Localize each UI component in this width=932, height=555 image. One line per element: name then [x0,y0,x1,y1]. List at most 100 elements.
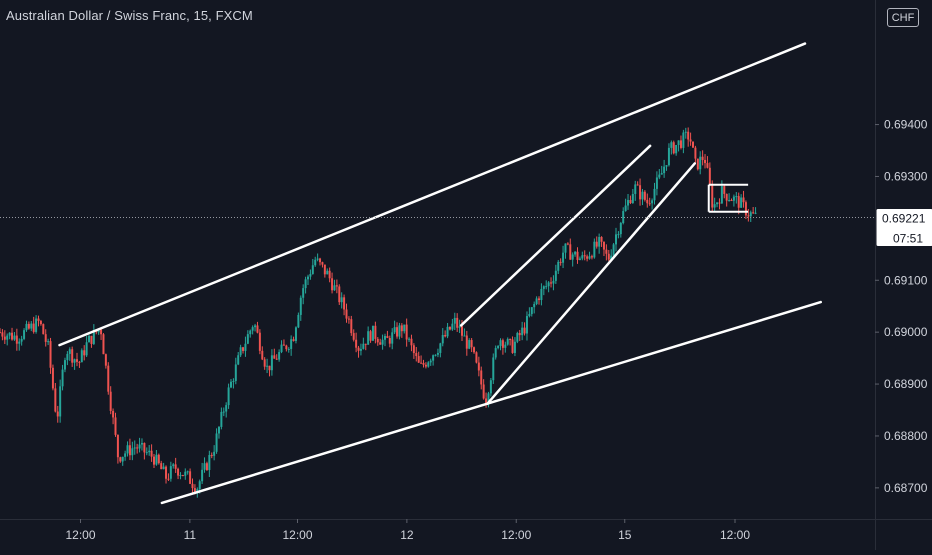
candle-body [201,469,204,482]
candle-body [480,370,483,385]
candle-body [593,241,596,258]
candle-body [316,258,319,260]
candle-body [167,478,170,480]
candle-body [391,332,394,344]
candle-body [114,417,117,435]
candle-body [249,330,252,335]
candle-body [427,362,430,367]
candle-body [155,454,158,465]
currency-button[interactable]: CHF [887,8,919,27]
candle-body [220,411,223,427]
candle-body [364,343,367,345]
trend-line [58,42,807,347]
candle-body [121,456,124,462]
candle-body [136,447,139,449]
candle-body [530,307,533,315]
candle-body [237,355,240,365]
candle-body [499,340,502,346]
candle-body [44,334,47,342]
candle-body [56,411,59,417]
candle-body [294,327,297,341]
candle-body [742,197,745,203]
candle-body [205,463,208,471]
candle-body [0,332,1,334]
candle-body [379,342,382,345]
candle-body [169,466,172,479]
candle-body [386,336,389,338]
y-tick-label: 0.69300 [884,169,928,183]
candle-body [90,335,93,344]
candle-body [605,249,608,254]
candle-body [653,188,656,201]
candle-body [429,360,432,363]
candle-body [280,344,283,353]
candle-body [639,185,642,200]
candle-body [254,325,257,328]
candle-body [131,448,134,456]
candle-body [571,254,574,260]
candle-body [140,442,143,445]
candle-body [54,388,57,412]
candle-body [210,455,213,457]
candle-body [482,384,485,399]
y-tick-label: 0.68800 [884,429,928,443]
candle-body [617,234,620,236]
candle-body [667,147,670,166]
candle-body [569,244,572,260]
candle-body [590,256,593,258]
candle-body [400,325,403,332]
candle-body [576,251,579,260]
candle-body [193,488,196,493]
candle-body [83,350,86,356]
candle-body [232,380,235,382]
candle-body [562,252,565,263]
candle-body [740,197,743,208]
candle-body [287,348,290,350]
candle-body [542,286,545,289]
candle-body [699,156,702,170]
candle-body [398,325,401,337]
candle-body [735,196,738,198]
candle-body [456,317,459,328]
x-tick-label: 11 [184,528,197,542]
y-tick-label: 0.69100 [884,273,928,287]
candle-body [307,276,309,280]
candle-body [285,345,288,350]
candle-body [355,339,358,348]
candle-body [196,489,199,493]
candle-body [71,349,74,363]
candle-body [66,353,69,361]
candle-body [538,298,540,301]
candle-body [347,318,350,320]
candle-body [133,447,136,449]
candle-body [470,340,473,348]
candle-body [266,365,269,367]
chart-title: Australian Dollar / Swiss Franc, 15, FXC… [6,8,253,23]
candle-body [473,347,476,353]
candle-body [420,362,423,364]
candle-body [345,309,348,319]
candle-body [643,191,646,200]
candle-body [126,445,129,454]
candle-body [352,333,355,340]
candle-body [292,339,295,341]
candle-body [326,270,329,275]
drawings [58,42,822,505]
candle-body [513,341,516,353]
candle-body [145,452,148,454]
candle-body [181,475,184,477]
candle-body [244,343,247,351]
candle-body [465,335,468,349]
candle-body [393,327,396,333]
candle-body [51,367,54,389]
candle-body [25,323,28,331]
candle-body [444,334,447,337]
candle-body [487,393,490,403]
candle-body [68,349,71,354]
candle-body [350,319,353,334]
candle-body [622,211,625,224]
price-label-value: 0.69221 [882,211,926,225]
candle-body [128,445,131,456]
